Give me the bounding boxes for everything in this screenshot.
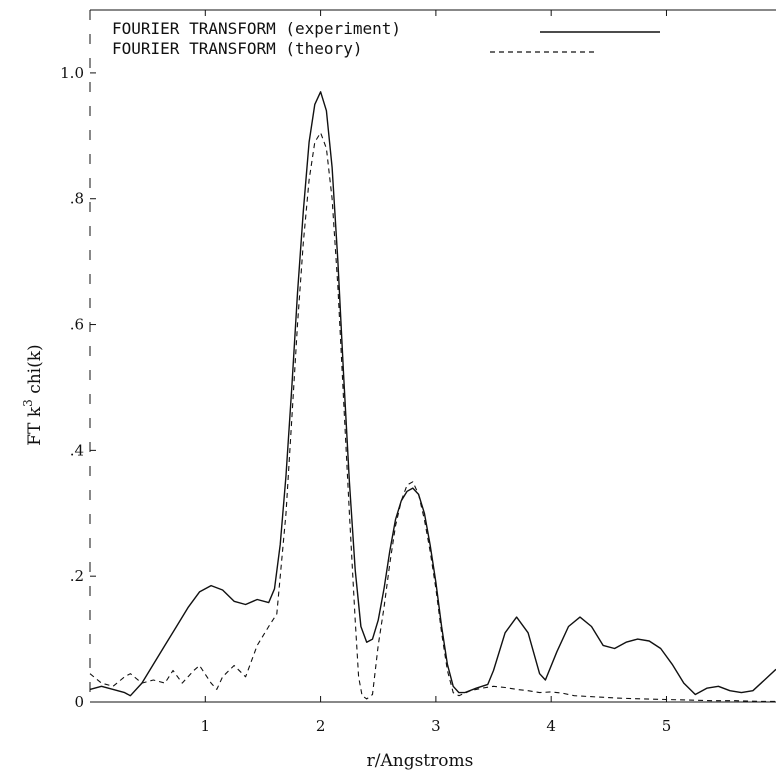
- plot-frame: [89, 9, 776, 703]
- series: [89, 91, 776, 702]
- ticks: 1 2 3 4 5 0 .2 .4 .6 .8 1.0: [60, 10, 671, 735]
- x-tick-label-2: 2: [316, 717, 326, 735]
- y-axis-label-exponent: 3: [21, 399, 35, 407]
- series-line-theory: [89, 132, 776, 702]
- y-tick-label-1.0: 1.0: [60, 64, 84, 82]
- y-tick-label-.2: .2: [70, 567, 84, 585]
- y-axis-label-main: FT k: [25, 406, 45, 446]
- y-tick-label-.8: .8: [70, 190, 84, 208]
- y-tick-label-.6: .6: [70, 316, 84, 334]
- y-tick-label-0: 0: [74, 693, 84, 711]
- series-line-experiment: [89, 91, 776, 697]
- legend-label-experiment: FOURIER TRANSFORM (experiment): [112, 19, 401, 38]
- x-tick-label-4: 4: [546, 717, 556, 735]
- y-tick-label-.4: .4: [70, 441, 84, 459]
- legend-label-theory: FOURIER TRANSFORM (theory): [112, 39, 362, 58]
- y-axis-label: FT k3 chi(k): [21, 344, 45, 445]
- y-axis-label-group: FT k3 chi(k): [21, 344, 45, 445]
- x-tick-label-5: 5: [662, 717, 672, 735]
- x-tick-label-3: 3: [431, 717, 441, 735]
- legend: FOURIER TRANSFORM (experiment) FOURIER T…: [112, 19, 660, 58]
- y-axis-label-tail: chi(k): [25, 344, 45, 399]
- x-tick-label-1: 1: [201, 717, 211, 735]
- x-axis-label: r/Angstroms: [367, 751, 474, 771]
